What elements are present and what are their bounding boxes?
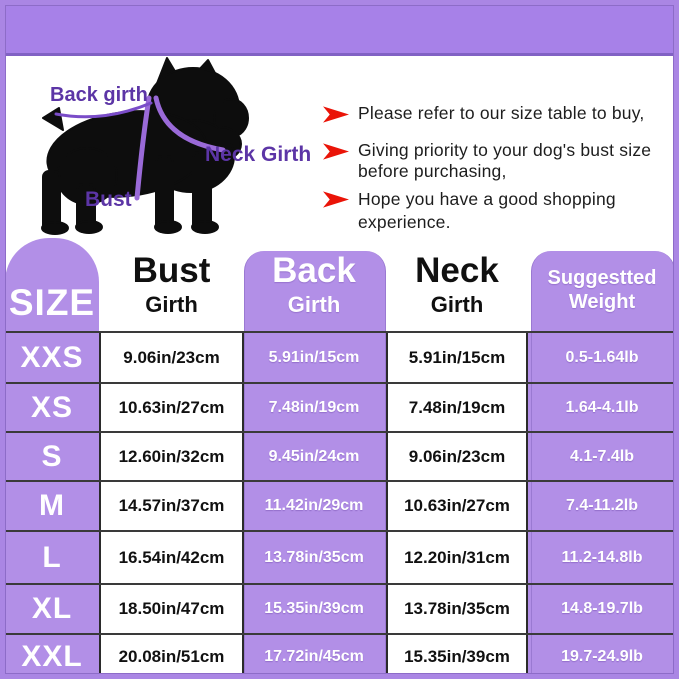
cell-weight: 4.1-7.4lb [569, 447, 635, 465]
cell-weight: 19.7-24.9lb [561, 648, 643, 665]
column-header-size: SIZE [8, 282, 96, 323]
cell-bust: 18.50in/47cm [118, 599, 225, 618]
row-divider-line [0, 633, 679, 635]
title-banner [0, 0, 679, 56]
cell-back: 11.42in/29cm [264, 497, 364, 514]
column-band-back [244, 251, 386, 679]
note-line: before purchasing, [358, 161, 507, 181]
cell-neck: 10.63in/27cm [404, 496, 510, 515]
note-item: Hope you have a good shopping experience… [323, 188, 616, 234]
column-band-bust [99, 331, 244, 679]
cell-weight: 0.5-1.64lb [565, 348, 639, 366]
column-header-neck: Neck Girth [386, 250, 528, 318]
cell-size: S [41, 439, 63, 473]
column-subtitle: Girth [287, 292, 341, 317]
cell-size: XXS [20, 340, 84, 374]
cell-neck: 13.78in/35cm [404, 599, 510, 618]
column-title: Back [272, 251, 356, 290]
cell-back: 13.78in/35cm [264, 548, 364, 566]
column-band-weight [531, 251, 675, 679]
cell-neck: 15.35in/39cm [404, 647, 510, 666]
row-divider-line [0, 480, 679, 482]
cell-size: XS [30, 390, 74, 424]
column-subtitle: Girth [430, 292, 484, 317]
column-title: Bust [132, 251, 211, 290]
column-title: Suggestted [547, 267, 657, 289]
column-subtitle: Girth [145, 292, 198, 317]
label-neck-girth: Neck Girth [205, 143, 312, 166]
note-line: experience. [358, 212, 451, 232]
column-subtitle: Weight [568, 291, 636, 313]
cell-bust: 12.60in/32cm [118, 446, 225, 466]
column-header-bust: Bust Girth [99, 250, 244, 318]
cell-neck: 12.20in/31cm [404, 547, 510, 567]
label-bust: Bust [85, 188, 132, 211]
flag-icon [323, 106, 349, 123]
cell-back: 15.35in/39cm [264, 600, 364, 617]
cell-size: XL [31, 592, 73, 625]
column-header-weight: Suggestted Weight [531, 266, 673, 314]
back-girth-pointer-line [54, 101, 153, 119]
cell-bust: 20.08in/51cm [118, 647, 225, 666]
cell-back: 5.91in/15cm [268, 348, 360, 366]
table-row-m: M 14.57in/37cm 11.42in/29cm 10.63in/27cm… [0, 482, 679, 530]
cell-weight: 7.4-11.2lb [565, 497, 639, 514]
cell-bust: 14.57in/37cm [118, 496, 225, 515]
cell-size: XXL [21, 640, 83, 673]
cell-back: 17.72in/45cm [264, 648, 364, 665]
cell-size: L [42, 540, 62, 574]
cell-back: 7.48in/19cm [268, 398, 360, 416]
cell-weight: 14.8-19.7lb [561, 600, 643, 617]
cell-neck: 7.48in/19cm [408, 397, 506, 417]
cell-back: 9.45in/24cm [268, 447, 360, 465]
cell-weight: 1.64-4.1lb [565, 398, 639, 416]
flag-icon [323, 143, 349, 160]
row-divider-line [0, 530, 679, 532]
table-row-xl: XL 18.50in/47cm 15.35in/39cm 13.78in/35c… [0, 585, 679, 633]
cell-neck: 5.91in/15cm [408, 347, 506, 367]
column-title: Neck [415, 251, 499, 290]
note-item: Giving priority to your dog's bust size … [323, 140, 651, 182]
size-table: SIZE Bust Girth Back Girth Neck Girth Su… [0, 238, 679, 679]
header-divider-line [0, 331, 679, 333]
row-divider-line [0, 583, 679, 585]
cell-size: M [39, 489, 65, 522]
column-band-size [5, 238, 99, 679]
table-row-l: L 16.54in/42cm 13.78in/35cm 12.20in/31cm… [0, 532, 679, 583]
row-divider-line [0, 431, 679, 433]
column-band-neck [386, 331, 528, 679]
harness-straps [134, 95, 226, 201]
cell-bust: 16.54in/42cm [118, 547, 225, 567]
cell-bust: 9.06in/23cm [123, 347, 220, 367]
cell-bust: 10.63in/27cm [118, 397, 225, 417]
table-row-xs: XS 10.63in/27cm 7.48in/19cm 7.48in/19cm … [0, 384, 679, 431]
table-row-xxs: XXS 9.06in/23cm 5.91in/15cm 5.91in/15cm … [0, 333, 679, 382]
table-row-s: S 12.60in/32cm 9.45in/24cm 9.06in/23cm 4… [0, 433, 679, 480]
note-item: Please refer to our size table to buy, [323, 103, 644, 124]
cell-weight: 11.2-14.8lb [561, 548, 643, 566]
label-back-girth: Back girth [50, 84, 148, 106]
table-row-xxl: XXL 20.08in/51cm 17.72in/45cm 15.35in/39… [0, 635, 679, 679]
note-line: Hope you have a good shopping [358, 189, 616, 209]
note-line: Please refer to our size table to buy, [358, 103, 645, 123]
note-line: Giving priority to your dog's bust size [358, 140, 652, 160]
row-divider-line [0, 382, 679, 384]
cell-neck: 9.06in/23cm [408, 446, 506, 466]
column-header-back: Back Girth [244, 250, 384, 318]
dog-silhouette [41, 57, 249, 235]
flag-icon [323, 191, 349, 208]
